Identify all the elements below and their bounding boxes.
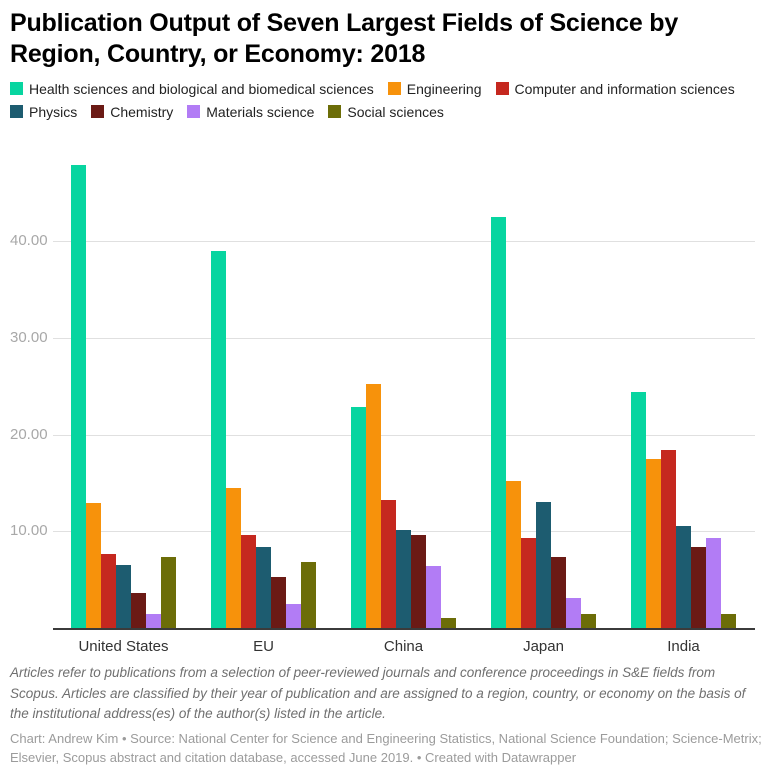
gridline-20 <box>53 434 755 436</box>
bar-japan-computer-and-information-sciences[interactable] <box>521 538 536 628</box>
bar-united-states-chemistry[interactable] <box>131 593 146 628</box>
bar-india-health-sciences-and-biological-and-biomedical-sciences[interactable] <box>631 392 646 628</box>
bar-india-materials-science[interactable] <box>706 538 721 628</box>
x-category-label-united-states: United States <box>78 638 169 655</box>
legend-swatch-chemistry <box>91 105 105 118</box>
bar-china-social-sciences[interactable] <box>441 618 456 628</box>
bar-japan-materials-science[interactable] <box>566 598 581 628</box>
legend-label-health-sciences-and-biological-and-biomedical-sciences: Health sciences and biological and biome… <box>29 80 374 97</box>
bar-eu-social-sciences[interactable] <box>301 562 316 628</box>
bar-india-engineering[interactable] <box>646 459 661 628</box>
chart-notes: Articles refer to publications from a se… <box>10 665 746 721</box>
legend-item-physics: Physics <box>10 103 77 120</box>
bar-japan-chemistry[interactable] <box>551 557 566 628</box>
bar-united-states-materials-science[interactable] <box>146 614 161 628</box>
legend-label-computer-and-information-sciences: Computer and information sciences <box>514 80 735 97</box>
chart-legend: Health sciences and biological and biome… <box>10 80 762 126</box>
y-tick-label-40: 40.00 <box>10 232 48 250</box>
bar-eu-engineering[interactable] <box>226 488 241 628</box>
bar-eu-chemistry[interactable] <box>271 577 286 628</box>
bar-japan-health-sciences-and-biological-and-biomedical-sciences[interactable] <box>491 217 506 628</box>
legend-item-health-sciences-and-biological-and-biomedical-sciences: Health sciences and biological and biome… <box>10 80 374 97</box>
bar-united-states-computer-and-information-sciences[interactable] <box>101 554 116 628</box>
bar-eu-computer-and-information-sciences[interactable] <box>241 535 256 628</box>
legend-swatch-health-sciences-and-biological-and-biomedical-sciences <box>10 82 23 95</box>
bar-united-states-engineering[interactable] <box>86 503 101 628</box>
bar-united-states-physics[interactable] <box>116 565 131 628</box>
x-axis-line <box>53 628 755 630</box>
bar-india-chemistry[interactable] <box>691 547 706 628</box>
legend-label-materials-science: Materials science <box>206 103 315 120</box>
bar-japan-social-sciences[interactable] <box>581 614 596 628</box>
legend-swatch-physics <box>10 105 23 118</box>
bar-japan-engineering[interactable] <box>506 481 521 628</box>
legend-swatch-computer-and-information-sciences <box>495 82 509 95</box>
chart-title: Publication Output of Seven Largest Fiel… <box>10 9 679 68</box>
bar-china-computer-and-information-sciences[interactable] <box>381 500 396 628</box>
bar-china-physics[interactable] <box>396 530 411 628</box>
legend-label-engineering: Engineering <box>406 80 482 97</box>
bar-india-social-sciences[interactable] <box>721 614 736 628</box>
bar-eu-health-sciences-and-biological-and-biomedical-sciences[interactable] <box>211 251 226 628</box>
x-category-label-eu: EU <box>253 638 274 655</box>
bar-china-chemistry[interactable] <box>411 535 426 628</box>
gridline-40 <box>53 241 755 243</box>
legend-label-social-sciences: Social sciences <box>347 103 444 120</box>
legend-item-computer-and-information-sciences: Computer and information sciences <box>495 80 735 97</box>
legend-swatch-engineering <box>387 82 401 95</box>
x-category-label-japan: Japan <box>523 638 564 655</box>
legend-item-social-sciences: Social sciences <box>328 103 444 120</box>
bar-japan-physics[interactable] <box>536 502 551 628</box>
legend-label-physics: Physics <box>29 103 78 120</box>
bar-india-physics[interactable] <box>676 526 691 628</box>
legend-item-chemistry: Chemistry <box>91 103 173 120</box>
bar-united-states-health-sciences-and-biological-and-biomedical-sciences[interactable] <box>71 165 86 628</box>
bar-china-health-sciences-and-biological-and-biomedical-sciences[interactable] <box>351 407 366 628</box>
legend-item-materials-science: Materials science <box>187 103 314 120</box>
legend-swatch-social-sciences <box>328 105 342 118</box>
grouped-bar-chart: 10.00 20.00 30.00 40.00 United States EU China… <box>0 140 768 660</box>
y-tick-label-10: 10.00 <box>10 522 48 540</box>
bar-china-engineering[interactable] <box>366 384 381 628</box>
bar-united-states-social-sciences[interactable] <box>161 557 176 628</box>
chart-byline: Chart: Andrew Kim • Source: National Cen… <box>10 731 762 765</box>
bar-china-materials-science[interactable] <box>426 566 441 628</box>
bar-eu-materials-science[interactable] <box>286 604 301 628</box>
legend-swatch-materials-science <box>187 105 201 118</box>
y-tick-label-20: 20.00 <box>10 425 48 443</box>
y-tick-label-30: 30.00 <box>10 329 48 347</box>
bar-india-computer-and-information-sciences[interactable] <box>661 450 676 628</box>
x-category-label-china: China <box>383 638 424 655</box>
legend-label-chemistry: Chemistry <box>110 103 174 120</box>
bar-eu-physics[interactable] <box>256 547 271 628</box>
x-category-label-india: India <box>667 638 700 655</box>
gridline-30 <box>53 338 755 340</box>
legend-item-engineering: Engineering <box>387 80 482 97</box>
